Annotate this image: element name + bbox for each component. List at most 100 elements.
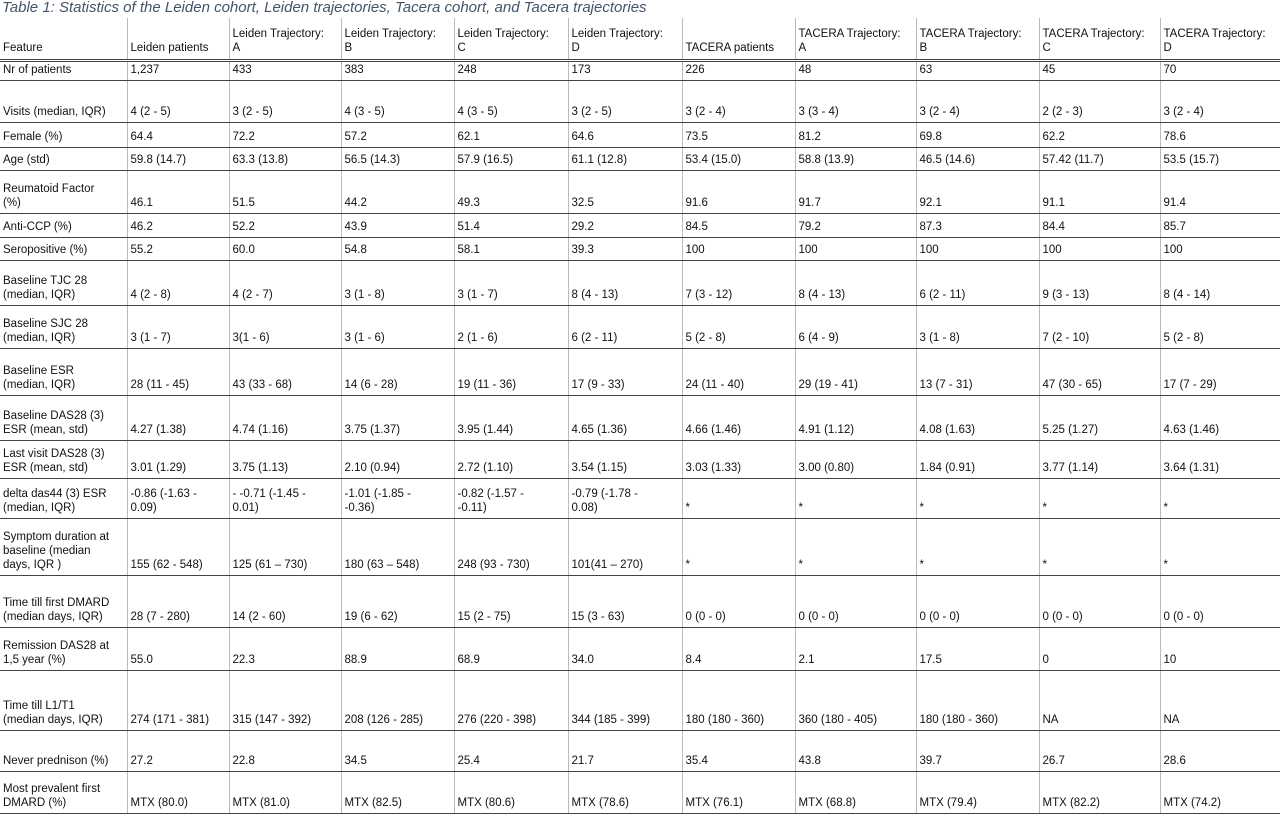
value-cell: 46.5 (14.6) xyxy=(915,147,1039,171)
value-cell: 15 (2 - 75) xyxy=(453,575,568,628)
header-cell: Leiden Trajectory: C xyxy=(453,18,568,62)
feature-cell-line: (median, IQR) xyxy=(3,288,76,301)
feature-cell-line: baseline (median xyxy=(3,544,91,557)
value-cell: 4.65 (1.36) xyxy=(567,395,682,441)
value-cell: 91.4 xyxy=(1159,170,1280,214)
feature-cell-line: DMARD (%) xyxy=(3,796,67,809)
data-row: Seropositive (%) 55.2 60.0 54.8 58.1 39.3 100 1… xyxy=(0,237,1280,261)
feature-cell-line: (median days, IQR) xyxy=(3,713,103,726)
value-cell: 3 (2 - 5) xyxy=(228,80,341,123)
feature-cell: delta das44 (3) ESR (median, IQR) xyxy=(0,478,127,519)
feature-cell-line: (median days, IQR) xyxy=(3,610,103,623)
value-cell: 14 (6 - 28) xyxy=(340,348,454,396)
header-cell-line: TACERA Trajectory: xyxy=(1042,27,1145,40)
value-cell: 73.5 xyxy=(681,122,795,148)
feature-cell-line: (median, IQR) xyxy=(3,501,76,514)
header-cell-line: C xyxy=(457,41,466,54)
value-cell: 3.75 (1.37) xyxy=(340,395,454,441)
feature-cell-line: Visits (median, IQR) xyxy=(3,105,106,118)
value-cell: MTX (79.4) xyxy=(915,771,1039,814)
value-cell: NA xyxy=(1038,670,1160,731)
value-cell: 3 (2 - 4) xyxy=(1159,80,1280,123)
data-row: Time till L1/T1 (median days, IQR) 274 (17… xyxy=(0,670,1280,731)
value-cell: 3(1 - 6) xyxy=(228,305,341,349)
value-cell: 28 (11 - 45) xyxy=(126,348,229,396)
value-cell: 3.77 (1.14) xyxy=(1038,440,1160,479)
data-row: Symptom duration at baseline (median days,… xyxy=(0,518,1280,576)
value-cell: 29 (19 - 41) xyxy=(794,348,916,396)
value-cell: 180 (63 – 548) xyxy=(340,518,454,576)
header-cell: TACERA patients xyxy=(681,18,795,62)
value-cell: 10 xyxy=(1159,627,1280,671)
value-cell: 48 xyxy=(794,60,916,81)
value-cell: 6 (2 - 11) xyxy=(567,305,682,349)
value-cell: * xyxy=(1159,478,1280,519)
value-cell: 0 xyxy=(1038,627,1160,671)
value-cell: - -0.71 (-1.45 -0.01) xyxy=(228,478,341,519)
value-cell: 14 (2 - 60) xyxy=(228,575,341,628)
value-cell: * xyxy=(1038,518,1160,576)
value-cell: 4.08 (1.63) xyxy=(915,395,1039,441)
header-cell-line: B xyxy=(344,41,353,54)
value-cell-line: - -0.71 (-1.45 - xyxy=(232,487,307,500)
value-cell: 100 xyxy=(915,237,1039,261)
feature-cell: Reumatoid Factor (%) xyxy=(0,170,127,214)
header-cell-line: Leiden Trajectory: xyxy=(232,27,324,40)
data-row: Never prednison (%) 27.2 22.8 34.5 25.4 21.7 3… xyxy=(0,730,1280,772)
data-row: Most prevalent first DMARD (%) MTX (80.0) M… xyxy=(0,771,1280,814)
value-cell: 24 (11 - 40) xyxy=(681,348,795,396)
data-row: Reumatoid Factor (%) 46.1 51.5 44.2 49.3 32.5 9… xyxy=(0,170,1280,214)
header-cell-line: TACERA Trajectory: xyxy=(919,27,1022,40)
feature-cell: Seropositive (%) xyxy=(0,237,127,261)
value-cell: 3 (2 - 4) xyxy=(915,80,1039,123)
value-cell: 17 (9 - 33) xyxy=(567,348,682,396)
feature-cell-line: Never prednison (%) xyxy=(3,754,109,767)
feature-cell-line: Baseline ESR xyxy=(3,364,74,377)
value-cell: 4 (3 - 5) xyxy=(340,80,454,123)
header-cell-line: D xyxy=(1163,41,1172,54)
value-cell-line: -0.82 (-1.57 - xyxy=(457,487,524,500)
value-cell-line: -1.01 (-1.85 - xyxy=(344,487,411,500)
value-cell: 3.75 (1.13) xyxy=(228,440,341,479)
value-cell: 79.2 xyxy=(794,213,916,238)
feature-cell-line: Seropositive (%) xyxy=(3,243,88,256)
header-row: Feature Leiden patients Leiden Trajectory:… xyxy=(0,18,1280,62)
value-cell: 49.3 xyxy=(453,170,568,214)
feature-cell-line: (%) xyxy=(3,196,21,209)
value-cell: 59.8 (14.7) xyxy=(126,147,229,171)
value-cell: 3.00 (0.80) xyxy=(794,440,916,479)
value-cell: 39.7 xyxy=(915,730,1039,772)
value-cell: 2.1 xyxy=(794,627,916,671)
value-cell: 53.5 (15.7) xyxy=(1159,147,1280,171)
feature-cell: Remission DAS28 at 1,5 year (%) xyxy=(0,627,127,671)
feature-cell-line: Baseline DAS28 (3) xyxy=(3,409,104,422)
value-cell: 100 xyxy=(1038,237,1160,261)
value-cell: 19 (11 - 36) xyxy=(453,348,568,396)
feature-cell-line: 1,5 year (%) xyxy=(3,653,66,666)
value-cell: 173 xyxy=(567,60,682,81)
feature-cell-line: Remission DAS28 at xyxy=(3,639,110,652)
value-cell: 5 (2 - 8) xyxy=(681,305,795,349)
value-cell: 3.64 (1.31) xyxy=(1159,440,1280,479)
value-cell: MTX (80.0) xyxy=(126,771,229,814)
value-cell: 81.2 xyxy=(794,122,916,148)
value-cell: 62.2 xyxy=(1038,122,1160,148)
header-cell-line: B xyxy=(919,41,928,54)
value-cell: 43.9 xyxy=(340,213,454,238)
feature-cell-line: Female (%) xyxy=(3,130,63,143)
feature-cell-line: (median, IQR) xyxy=(3,331,76,344)
feature-cell-line: Symptom duration at xyxy=(3,530,110,543)
feature-cell-line: Time till first DMARD xyxy=(3,596,110,609)
value-cell: 58.8 (13.9) xyxy=(794,147,916,171)
value-cell: 69.8 xyxy=(915,122,1039,148)
value-cell: 55.2 xyxy=(126,237,229,261)
value-cell: 3 (1 - 7) xyxy=(126,305,229,349)
value-cell-line: 0.01) xyxy=(232,501,259,514)
feature-cell: Female (%) xyxy=(0,122,127,148)
feature-cell-line: Nr of patients xyxy=(3,63,72,76)
value-cell: -0.82 (-1.57 - -0.11) xyxy=(453,478,568,519)
value-cell: 25.4 xyxy=(453,730,568,772)
header-cell: TACERA Trajectory: C xyxy=(1038,18,1160,62)
header-cell-line: Feature xyxy=(3,41,43,54)
value-cell: 61.1 (12.8) xyxy=(567,147,682,171)
